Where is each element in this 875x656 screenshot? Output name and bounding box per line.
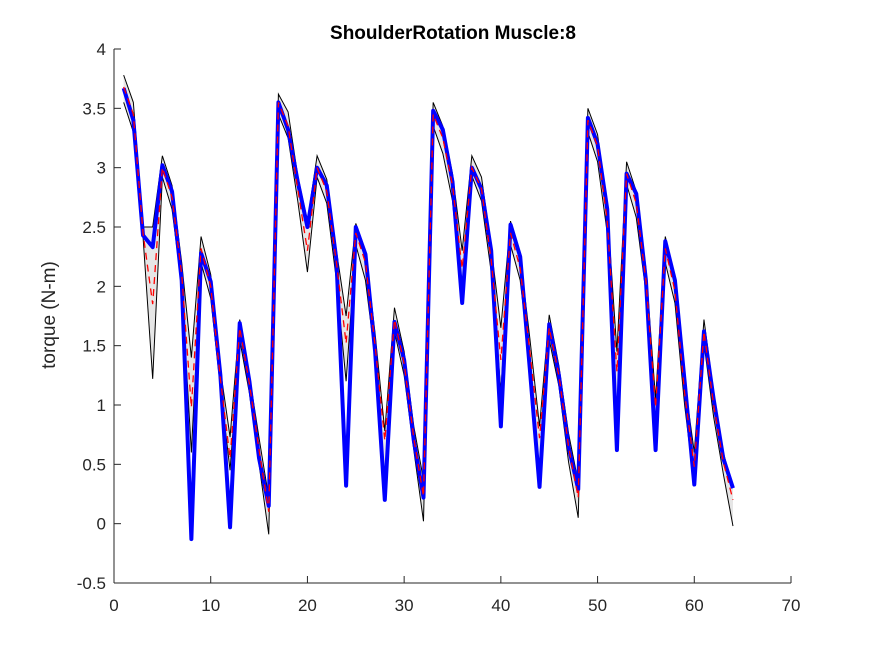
y-axis-label: torque (N-m)	[39, 261, 60, 369]
y-tick-label: 3.5	[82, 99, 106, 118]
y-tick-label: 4	[97, 40, 106, 59]
y-tick-label: 2.5	[82, 218, 106, 237]
mean-line	[123, 86, 734, 512]
y-tick-label: 3	[97, 159, 106, 178]
y-tick-label: 2	[97, 277, 106, 296]
axes: 0 10 20 30 40 50 60 70-0.500.511.522.533.54	[77, 40, 801, 615]
y-tick-label: 0	[97, 515, 106, 534]
x-tick-label: 70	[782, 596, 801, 615]
plot-area	[121, 74, 735, 542]
x-tick-label: 20	[298, 596, 317, 615]
y-tick-label: 1.5	[82, 337, 106, 356]
x-tick-label: 60	[685, 596, 704, 615]
chart-title: ShoulderRotation Muscle:8	[330, 23, 576, 44]
x-tick-label: 50	[588, 596, 607, 615]
x-tick-label: 0	[109, 596, 118, 615]
x-tick-label: 10	[201, 596, 220, 615]
y-tick-label: 0.5	[82, 455, 106, 474]
x-tick-label: 40	[491, 596, 510, 615]
model-line	[121, 87, 735, 542]
y-tick-label: -0.5	[77, 574, 106, 593]
x-tick-label: 30	[395, 596, 414, 615]
y-tick-label: 1	[97, 396, 106, 415]
